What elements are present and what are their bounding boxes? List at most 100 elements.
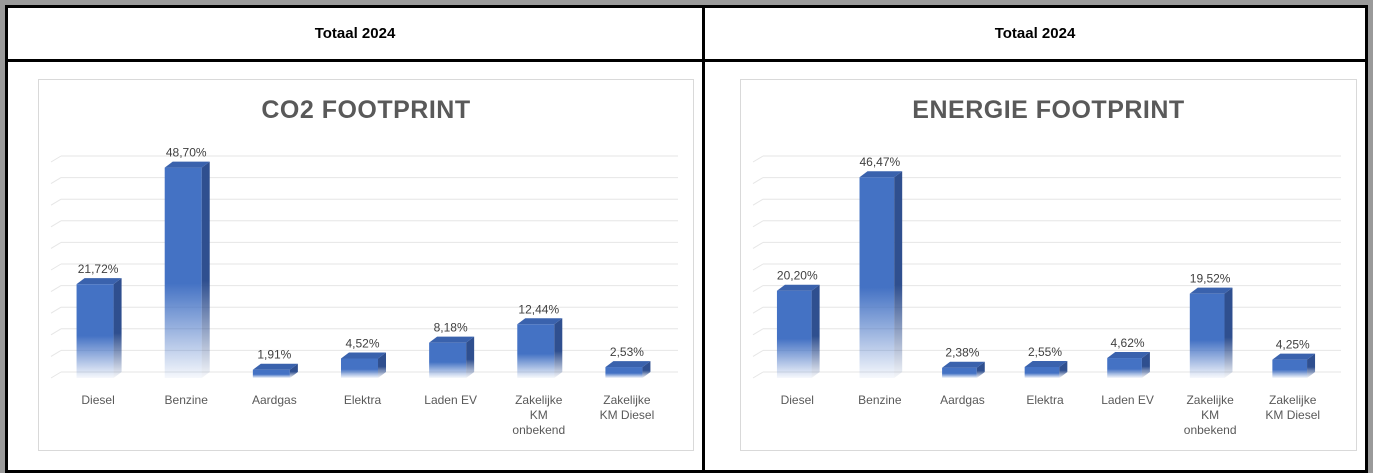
bar-front [942,367,977,378]
gridline-depth [50,285,62,293]
report-frame: Totaal 2024 CO2 FOOTPRINT 21,72% Diesel 48… [5,5,1368,473]
data-label: 20,20% [777,269,818,283]
category-label: KM Diesel [600,408,655,422]
bar-side [894,171,903,378]
data-label: 2,38% [945,346,979,360]
gridline-depth [752,155,764,163]
bar-3 [340,352,387,378]
data-label: 8,18% [434,321,468,335]
bar-6 [1272,353,1316,378]
panel-header: Totaal 2024 [705,8,1365,62]
category-label: Aardgas [252,393,297,407]
data-label: 4,25% [1276,338,1310,352]
bar-top [1024,360,1068,367]
bar-2 [942,361,985,378]
category-label: KM Diesel [1265,408,1320,422]
data-label: 4,52% [345,336,379,350]
bar-top [340,352,387,359]
bar-front [1107,358,1142,378]
category-label: Elektra [344,393,382,407]
bar-5 [1189,287,1233,378]
category-label: Zakelijke [603,393,651,407]
gridline-depth [50,241,62,249]
gridline-depth [50,177,62,185]
bar-top [1272,353,1316,360]
bar-6 [605,361,651,378]
gridline-depth [752,198,764,206]
bar-4 [429,336,475,378]
bar-front [1272,359,1308,378]
bar-0 [76,278,122,378]
bar-front [76,284,114,378]
category-label: Aardgas [940,393,985,407]
chart-title: ENERGIE FOOTPRINT [912,96,1185,124]
category-label: onbekend [512,423,565,437]
bar-side [554,318,563,378]
bar-side [1224,287,1233,378]
energie-chart: ENERGIE FOOTPRINT 20,20% Diesel 46,47% Benz… [740,79,1357,451]
bar-1 [859,171,903,378]
bar-front [164,167,202,378]
bar-side [466,336,475,378]
bar-front [252,369,290,378]
bar-top [1107,352,1150,359]
bar-top [859,171,903,178]
data-label: 2,53% [610,345,644,359]
chart-title: CO2 FOOTPRINT [261,96,471,124]
data-label: 1,91% [257,348,291,362]
bar-4 [1107,352,1150,378]
gridline-depth [752,177,764,185]
category-label: onbekend [1184,423,1237,437]
bar-front [1189,293,1225,378]
bar-top [76,278,122,285]
bar-5 [517,318,563,378]
bar-front [859,177,895,378]
bar-side [289,363,298,378]
bar-front [1024,366,1060,378]
bar-side [1059,360,1068,378]
gridline-depth [752,263,764,271]
data-label: 19,52% [1190,272,1231,286]
gridline-depth [50,349,62,357]
data-label: 2,55% [1028,345,1062,359]
category-label: Zakelijke [515,393,563,407]
panel-energie: Totaal 2024 ENERGIE FOOTPRINT 20,20% Dies… [705,8,1365,473]
gridline-depth [50,220,62,228]
chart-svg: 21,72% Diesel 48,70% Benzine 1,91% Aardgas 4,5… [50,146,678,437]
bar-side [113,278,122,378]
data-label: 21,72% [78,262,119,276]
bar-side [1141,352,1150,378]
gridline-depth [50,155,62,163]
bar-front [429,342,467,378]
category-label: Benzine [165,393,209,407]
category-label: Diesel [81,393,114,407]
gridline-depth [752,371,764,379]
category-label: Zakelijke [1186,393,1234,407]
data-label: 46,47% [860,155,901,169]
bar-side [811,284,820,378]
gridline-depth [50,371,62,379]
bar-top [942,361,985,368]
bar-1 [164,161,210,378]
data-label: 48,70% [166,146,207,160]
panel-co2: Totaal 2024 CO2 FOOTPRINT 21,72% Diesel 48… [8,8,705,473]
bar-top [605,361,651,368]
bar-side [201,161,210,378]
category-label: Elektra [1026,393,1064,407]
bar-top [164,161,210,168]
gridline-depth [752,285,764,293]
category-label: Laden EV [424,393,477,407]
category-label: Laden EV [1101,393,1154,407]
category-label: KM [1201,408,1219,422]
bar-top [252,363,298,370]
category-label: KM [530,408,548,422]
bar-front [517,324,555,378]
gridline-depth [50,306,62,314]
bar-2 [252,363,298,378]
bar-side [976,361,985,378]
bar-side [642,361,651,378]
bar-front [340,358,379,378]
category-label: Zakelijke [1269,393,1317,407]
gridline-depth [752,306,764,314]
category-label: Benzine [858,393,902,407]
